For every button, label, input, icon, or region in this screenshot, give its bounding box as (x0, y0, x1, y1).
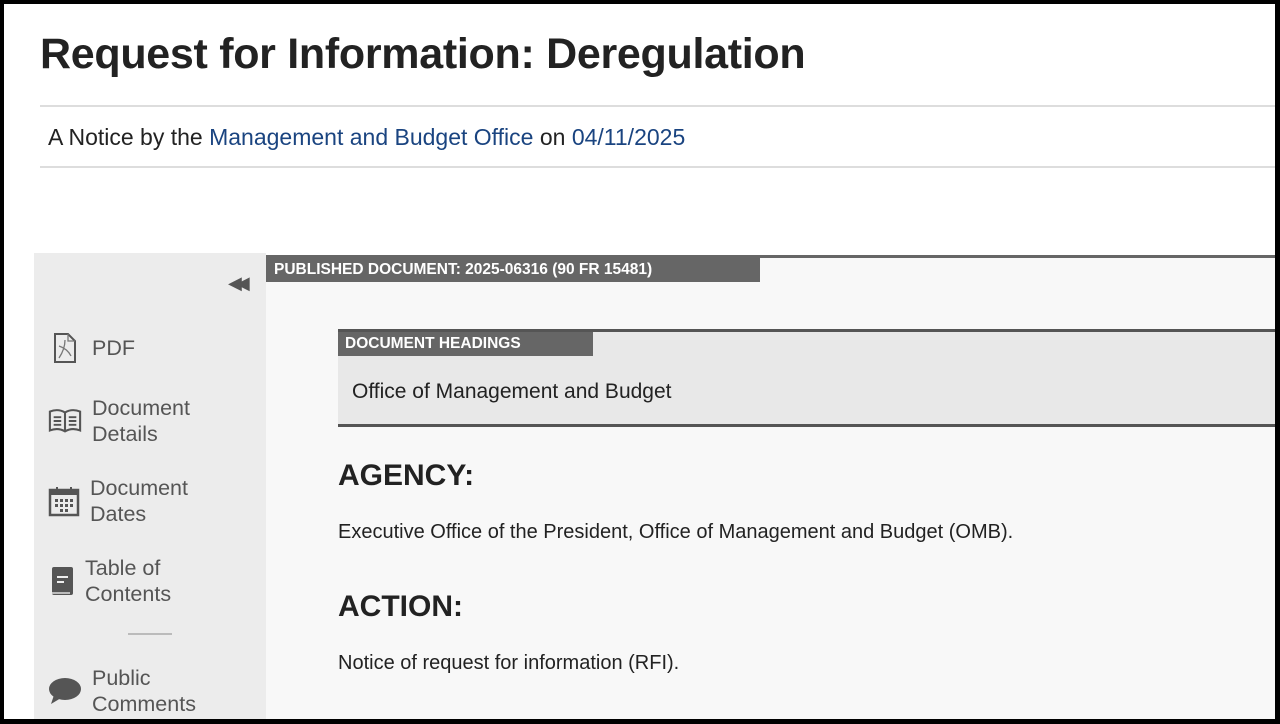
sidebar-item-table-of-contents[interactable]: Table of Contents (48, 555, 218, 607)
sidebar-item-label: Document Dates (90, 476, 188, 526)
page: Request for Information: Deregulation A … (4, 4, 1275, 719)
date-link[interactable]: 04/11/2025 (571, 124, 686, 150)
document-headings: DOCUMENT HEADINGS Office of Management a… (338, 329, 1275, 427)
speech-bubble-icon (48, 674, 82, 708)
pdf-icon (48, 331, 82, 365)
agency-text: Executive Office of the President, Offic… (338, 521, 1014, 543)
sidebar-item-label: Table of Contents (85, 556, 172, 606)
book-icon (48, 564, 75, 598)
document-content: PUBLISHED DOCUMENT: 2025-06316 (90 FR 15… (266, 255, 1275, 719)
sidebar-item-public-comments[interactable]: Public Comments (48, 665, 218, 717)
open-book-icon (48, 404, 82, 438)
byline-on: on (539, 124, 566, 150)
document-headings-text: Office of Management and Budget (352, 380, 672, 403)
sidebar: ◀◀ PDF Document Details Document Dates T… (34, 253, 266, 719)
agency-heading: AGENCY: (338, 459, 475, 492)
sidebar-item-label: Document Details (92, 396, 190, 446)
sidebar-item-label: PDF (92, 336, 135, 360)
agency-link[interactable]: Management and Budget Office (209, 124, 534, 150)
byline-prefix: A Notice by the (48, 124, 203, 150)
document-headings-label: DOCUMENT HEADINGS (338, 332, 593, 356)
page-title: Request for Information: Deregulation (40, 30, 806, 78)
sidebar-item-label: Public Comments (92, 666, 196, 716)
byline: A Notice by the Management and Budget Of… (48, 124, 685, 151)
action-text: Notice of request for information (RFI). (338, 652, 680, 674)
divider (40, 105, 1275, 107)
sidebar-divider (128, 633, 172, 635)
collapse-sidebar-icon[interactable]: ◀◀ (228, 273, 250, 293)
published-document-label: PUBLISHED DOCUMENT: 2025-06316 (90 FR 15… (266, 258, 760, 282)
divider (40, 166, 1275, 168)
calendar-icon (48, 484, 80, 518)
action-heading: ACTION: (338, 590, 463, 623)
sidebar-item-document-details[interactable]: Document Details (48, 395, 218, 447)
sidebar-item-document-dates[interactable]: Document Dates (48, 475, 218, 527)
sidebar-item-pdf[interactable]: PDF (48, 331, 135, 365)
